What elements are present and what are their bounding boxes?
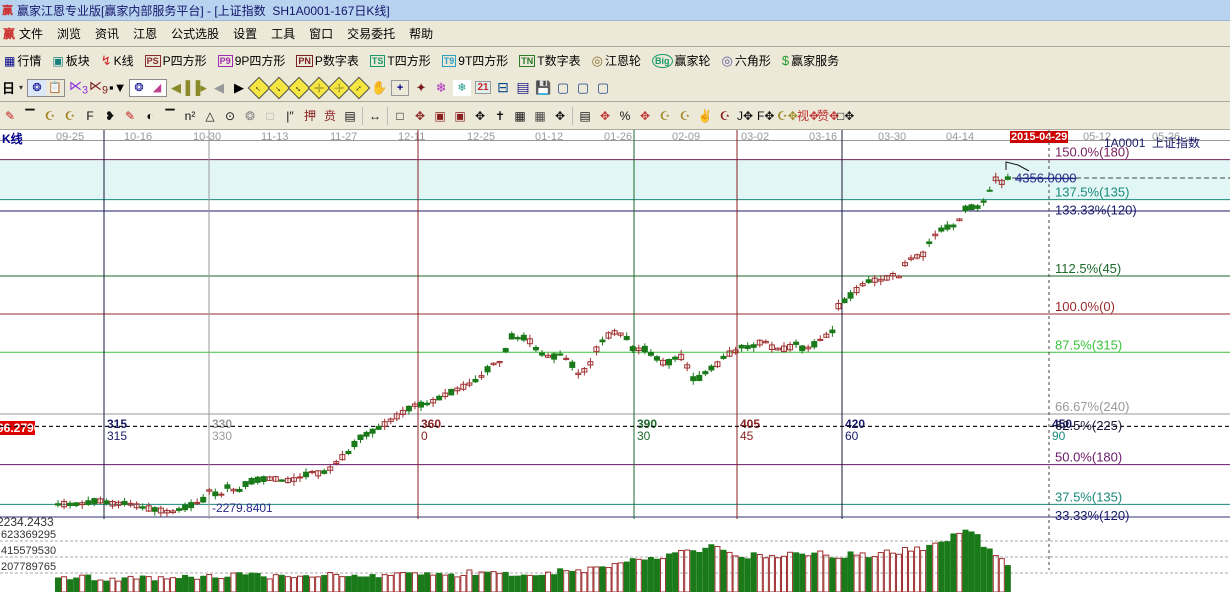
svg-text:45: 45	[740, 429, 754, 443]
svg-text:315: 315	[107, 429, 127, 443]
svg-text:33.33%(120): 33.33%(120)	[1055, 508, 1129, 523]
svg-text:87.5%(315): 87.5%(315)	[1055, 338, 1122, 353]
svg-text:150.0%(180): 150.0%(180)	[1055, 145, 1129, 160]
svg-text:112.5%(45): 112.5%(45)	[1055, 261, 1121, 276]
svg-text:623369295: 623369295	[1, 529, 56, 541]
svg-text:0: 0	[421, 429, 428, 443]
svg-text:37.5%(135): 37.5%(135)	[1055, 490, 1122, 505]
svg-text:100.0%(0): 100.0%(0)	[1055, 299, 1115, 314]
svg-text:133.33%(120): 133.33%(120)	[1055, 203, 1137, 218]
svg-text:415579530: 415579530	[1, 545, 56, 557]
svg-text:66.67%(240): 66.67%(240)	[1055, 399, 1129, 414]
svg-text:-2279.8401: -2279.8401	[212, 501, 273, 515]
svg-text:137.5%(135): 137.5%(135)	[1055, 185, 1129, 200]
svg-text:60: 60	[845, 429, 859, 443]
svg-text:207789765: 207789765	[1, 561, 56, 573]
svg-text:62.5%(225): 62.5%(225)	[1055, 418, 1122, 433]
svg-text:330: 330	[212, 429, 232, 443]
svg-text:4356.0000: 4356.0000	[1015, 171, 1076, 186]
svg-text:30: 30	[637, 429, 651, 443]
svg-text:50.0%(180): 50.0%(180)	[1055, 450, 1122, 465]
